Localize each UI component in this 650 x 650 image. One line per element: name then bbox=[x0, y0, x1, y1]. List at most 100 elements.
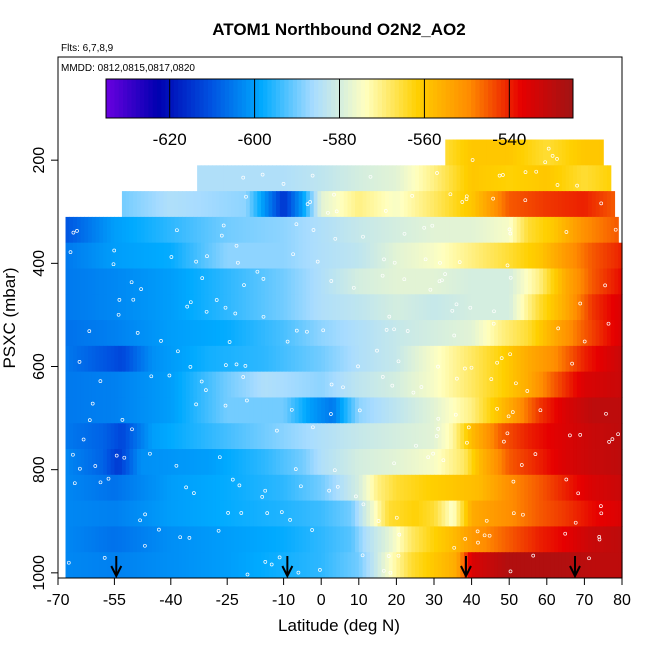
x-axis: -70 -55 -40 -25 -10 0 10 20 30 40 50 60 70 80 bbox=[46, 578, 631, 609]
heat-cell bbox=[407, 500, 413, 527]
heat-cell bbox=[170, 242, 176, 269]
heat-cell bbox=[588, 371, 593, 398]
heat-cell bbox=[230, 526, 236, 553]
heat-cell bbox=[520, 449, 525, 476]
heat-cell bbox=[445, 268, 450, 295]
sample-point bbox=[223, 403, 228, 408]
heat-cell bbox=[257, 268, 262, 295]
heat-cell bbox=[69, 294, 74, 321]
heat-cell bbox=[539, 165, 544, 192]
heat-cell bbox=[434, 500, 439, 527]
heat-cell bbox=[452, 191, 458, 218]
colorbar-tick-label: -600 bbox=[238, 130, 272, 149]
heat-cell bbox=[531, 371, 537, 398]
sample-point bbox=[491, 321, 496, 326]
heat-cell bbox=[279, 294, 285, 321]
x-tick-label: 60 bbox=[538, 592, 556, 609]
heat-cell bbox=[430, 216, 435, 244]
heat-cell bbox=[276, 294, 281, 321]
heat-cell bbox=[336, 552, 341, 579]
heat-cell bbox=[347, 216, 352, 244]
heat-cell bbox=[430, 526, 435, 553]
heat-cell bbox=[400, 371, 405, 398]
heat-cell bbox=[80, 216, 85, 244]
heat-cell bbox=[223, 320, 228, 347]
heat-cell bbox=[257, 552, 262, 579]
sample-point bbox=[502, 439, 506, 444]
sample-point bbox=[610, 437, 615, 441]
colorbar-segment bbox=[106, 79, 111, 118]
heat-cell bbox=[505, 216, 510, 244]
heat-cell bbox=[497, 500, 503, 527]
sample-point bbox=[521, 512, 525, 517]
sample-point bbox=[438, 260, 442, 265]
heat-cell bbox=[324, 165, 330, 192]
sample-point bbox=[75, 229, 79, 233]
heat-cell bbox=[133, 294, 138, 321]
colorbar-segment bbox=[288, 79, 294, 118]
heat-cell bbox=[565, 165, 570, 192]
heat-cell bbox=[121, 320, 127, 347]
heat-cell bbox=[230, 320, 236, 347]
heat-cell bbox=[422, 320, 428, 347]
heat-cell bbox=[69, 397, 74, 424]
heat-cell bbox=[531, 345, 537, 373]
heat-cell bbox=[197, 345, 202, 373]
heat-cell bbox=[118, 423, 123, 450]
heat-cell bbox=[355, 165, 360, 192]
heat-cell bbox=[467, 552, 473, 579]
heat-cell bbox=[569, 191, 574, 218]
heat-cell bbox=[129, 526, 134, 553]
heat-cell bbox=[73, 526, 78, 553]
heat-cell bbox=[460, 397, 465, 424]
heat-cell bbox=[565, 500, 570, 527]
sample-point bbox=[102, 556, 107, 560]
heat-cell bbox=[302, 449, 307, 476]
colorbar-tick-label: -540 bbox=[492, 130, 526, 149]
heat-cell bbox=[569, 139, 574, 166]
heat-cell bbox=[497, 474, 503, 502]
heat-cell bbox=[445, 474, 450, 502]
sample-point bbox=[382, 257, 386, 262]
heat-cell bbox=[603, 242, 608, 269]
heat-cell bbox=[377, 216, 382, 244]
heat-cell bbox=[456, 345, 461, 373]
heat-cell bbox=[272, 242, 277, 269]
heat-cell bbox=[227, 165, 232, 192]
colorbar-segment bbox=[271, 79, 277, 118]
heat-cell bbox=[200, 242, 206, 269]
heat-cell bbox=[257, 500, 262, 527]
heat-cell bbox=[546, 268, 552, 295]
heat-cell bbox=[445, 191, 450, 218]
sample-point bbox=[383, 209, 388, 213]
heat-cell bbox=[464, 268, 469, 295]
heat-cell bbox=[385, 423, 390, 450]
colorbar-segment bbox=[517, 79, 523, 118]
heat-cell bbox=[588, 294, 593, 321]
sample-point bbox=[321, 328, 326, 333]
heat-cell bbox=[403, 242, 409, 269]
heat-cell bbox=[415, 268, 420, 295]
heat-cell bbox=[178, 474, 183, 502]
heat-cell bbox=[336, 242, 341, 269]
heat-cell bbox=[246, 449, 251, 476]
heat-cell bbox=[370, 423, 375, 450]
heat-cell bbox=[246, 423, 251, 450]
heat-cell bbox=[512, 191, 518, 218]
heat-cell bbox=[249, 552, 255, 579]
heat-cell bbox=[148, 320, 153, 347]
heat-cell bbox=[516, 552, 522, 579]
heat-cell bbox=[223, 294, 228, 321]
heat-cell bbox=[456, 191, 461, 218]
heat-cell bbox=[167, 191, 172, 218]
heat-cell bbox=[467, 526, 473, 553]
heat-cell bbox=[159, 268, 164, 295]
sample-point bbox=[315, 259, 320, 264]
heat-cell bbox=[524, 165, 529, 192]
heat-cell bbox=[569, 216, 574, 244]
heat-cell bbox=[591, 320, 597, 347]
sample-point bbox=[354, 494, 358, 499]
sample-point bbox=[205, 254, 209, 259]
heat-cell bbox=[246, 397, 251, 424]
heat-cell bbox=[343, 500, 349, 527]
